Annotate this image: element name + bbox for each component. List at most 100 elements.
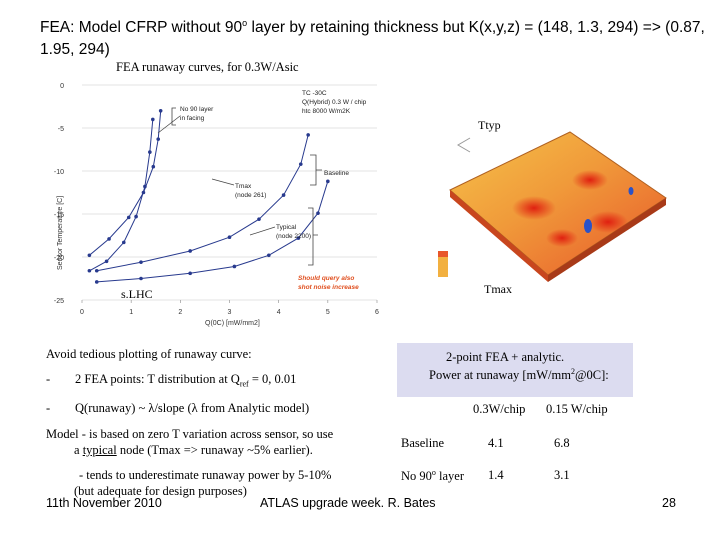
legend-line-1: TC -30C: [302, 90, 327, 97]
annotation-tmax: Tmax: [235, 183, 252, 190]
series-point: [139, 276, 143, 281]
row-baseline-v1: 4.1: [488, 436, 504, 450]
series-point: [156, 137, 161, 141]
series-point: [227, 235, 232, 240]
series-point: [141, 190, 146, 195]
y-tick-label: -15: [54, 212, 64, 219]
annotation-no90: No 90 layer: [180, 106, 214, 113]
x-tick-label: 6: [375, 309, 379, 316]
y-tick-label: -20: [54, 255, 64, 262]
series-point: [121, 240, 126, 245]
series-line-2: [89, 110, 162, 256]
series-line-3: [96, 134, 309, 272]
hotspot-2: [572, 170, 608, 190]
row-no90-v1: 1.4: [488, 468, 504, 482]
summary-box: [397, 343, 633, 397]
col-header-2: 0.15 W/chip: [546, 402, 608, 416]
x-tick-label: 4: [277, 309, 281, 316]
annotation-typical-node: (node 2200): [276, 233, 311, 240]
x-tick-label: 0: [80, 309, 84, 316]
series-point: [87, 253, 92, 258]
y-axis-label: Sensor Temperature [C]: [57, 196, 64, 270]
legend-line-2: Q(Hybrid) 0.3 W / chip: [302, 99, 367, 106]
color-scale-top: [438, 251, 448, 257]
series-point: [257, 217, 261, 221]
cool-spot: [584, 219, 592, 233]
y-tick-label: -25: [54, 298, 64, 305]
tends-line-1: - tends to underestimate runaway power b…: [79, 468, 332, 482]
bullet-1: 2 FEA points: T distribution at Qref = 0…: [75, 372, 297, 389]
y-tick-label: 0: [60, 83, 64, 90]
chart-marks: [87, 109, 330, 284]
hotspot-3: [588, 211, 628, 233]
annotation-query: Should query also: [298, 275, 354, 282]
series-point: [94, 268, 99, 273]
bullet-mark-2: -: [46, 401, 51, 415]
series-point: [281, 193, 286, 197]
slide-title: FEA: Model CFRP without 90o layer by ret…: [40, 18, 705, 59]
footer-event: ATLAS upgrade week. R. Bates: [260, 496, 436, 510]
series-point: [107, 237, 111, 241]
series-point: [316, 211, 320, 215]
legend-line-3: htc 8000 W/m2K: [302, 108, 351, 115]
x-tick-label: 1: [129, 309, 133, 316]
series-point: [267, 253, 271, 258]
model-line-2: a typical node (Tmax => runaway ~5% earl…: [74, 443, 313, 457]
summary-line-2: Power at runaway [mW/mm2@0C]:: [429, 367, 609, 383]
hotspot-1: [512, 196, 556, 220]
series-point: [188, 271, 192, 276]
y-tick-label: -5: [58, 126, 64, 133]
annotation-shot-noise: shot noise increase: [298, 284, 359, 291]
page-number: 28: [662, 496, 676, 510]
pointer-typical: [249, 226, 276, 236]
bullet-mark-1: -: [46, 372, 51, 386]
x-tick-label: 5: [326, 309, 330, 316]
slhc-label: s.LHC: [121, 287, 153, 301]
footer-date: 11th November 2010: [46, 496, 162, 510]
series-point: [94, 280, 99, 284]
series-line-4: [96, 181, 329, 283]
series-point: [126, 215, 131, 220]
annotation-tmax-node: (node 261): [235, 192, 266, 199]
series-point: [188, 249, 192, 253]
series-line-1: [89, 119, 154, 272]
x-tick-label: 2: [178, 309, 182, 316]
y-tick-label: -10: [54, 169, 64, 176]
row-no90-v2: 3.1: [554, 468, 570, 482]
x-axis-label: Q(0C) [mW/mm2]: [205, 320, 260, 327]
bullet-2: Q(runaway) ~ λ/slope (λ from Analytic mo…: [75, 401, 310, 415]
tmax-label: Tmax: [484, 282, 512, 296]
tends-line-2: (but adequate for design purposes): [74, 484, 247, 498]
hotspot-4: [546, 229, 578, 247]
chart-grid: [81, 84, 378, 303]
chart-tick-labels: 0 -5 -10 -15 -20 -25 0 1 2 3 4 5 6: [54, 83, 379, 316]
annotation-typical: Typical: [276, 224, 297, 231]
model-line-1: Model - is based on zero T variation acr…: [46, 427, 334, 441]
series-point: [134, 214, 138, 219]
ttyp-pointer: [457, 137, 471, 153]
summary-line-1: 2-point FEA + analytic.: [446, 350, 565, 364]
bracket-baseline: [310, 154, 322, 186]
series-point: [151, 117, 155, 122]
series-point: [148, 150, 152, 154]
row-no90-label: No 90o layer: [401, 468, 465, 484]
annotation-baseline: Baseline: [324, 170, 349, 177]
x-tick-label: 3: [228, 309, 232, 316]
pointer-no90: [157, 115, 181, 134]
series-point: [326, 179, 330, 184]
series-point: [296, 236, 301, 240]
row-baseline-label: Baseline: [401, 436, 445, 450]
series-point: [298, 162, 303, 166]
row-baseline-v2: 6.8: [554, 436, 570, 450]
series-point: [232, 264, 237, 269]
series-point: [158, 109, 163, 113]
bracket-typical: [308, 207, 318, 266]
sensor-fea-render: [438, 131, 667, 282]
series-point: [151, 164, 156, 169]
annotation-facing: in facing: [180, 115, 205, 122]
cool-spot-small: [628, 187, 634, 195]
sensor-edge-left: [450, 190, 548, 282]
series-point: [306, 133, 310, 137]
color-scale: [438, 251, 448, 277]
sensor-edge-right: [548, 198, 666, 282]
